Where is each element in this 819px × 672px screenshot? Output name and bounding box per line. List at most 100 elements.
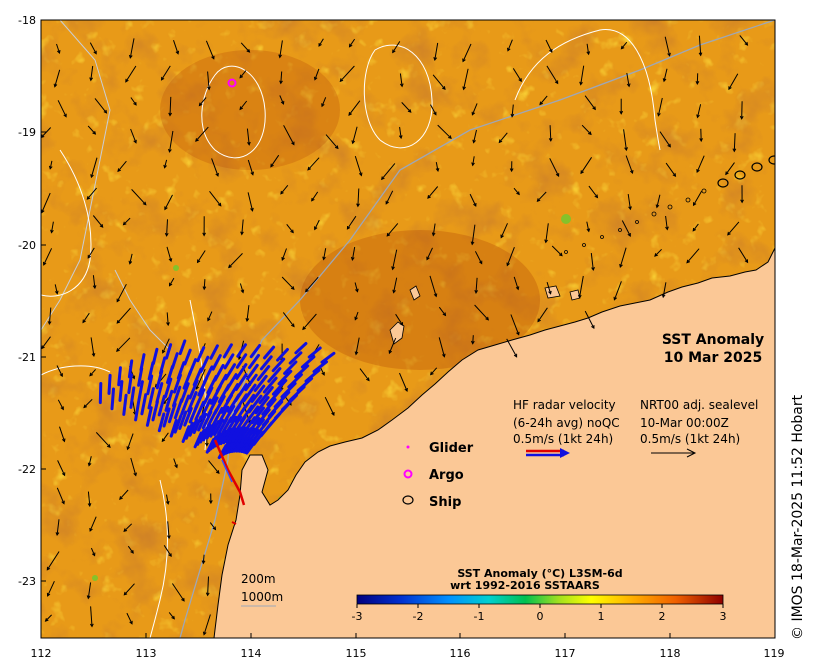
- hf-vector: [145, 406, 153, 427]
- hf-vector: [258, 386, 274, 405]
- velocity-arrow: [57, 399, 64, 410]
- latitude-axis: -18 -19 -20 -21 -22 -23: [18, 14, 46, 588]
- velocity-arrow: [346, 215, 357, 230]
- velocity-arrowhead: [407, 109, 412, 113]
- velocity-arrowhead: [654, 253, 658, 257]
- hf-vector: [277, 369, 293, 386]
- hf-vector: [176, 361, 186, 380]
- velocity-arrowhead: [427, 195, 431, 199]
- velocity-arrow: [588, 185, 598, 198]
- hf-vector: [137, 367, 144, 387]
- hf-vector: [304, 368, 321, 383]
- velocity-arrowhead: [692, 227, 697, 232]
- velocity-arrowhead: [55, 532, 60, 537]
- velocity-arrowhead: [165, 500, 170, 505]
- velocity-arrow: [352, 126, 358, 144]
- velocity-arrowhead: [202, 631, 207, 636]
- lat-tick-label: -19: [18, 126, 36, 139]
- hf-vector: [242, 383, 257, 403]
- velocity-arrowhead: [388, 350, 393, 355]
- velocity-arrow: [432, 223, 436, 236]
- velocity-arrow: [54, 69, 61, 87]
- colorbar: SST Anomaly (°C) L3SM-6d wrt 1992-2016 S…: [352, 567, 727, 623]
- velocity-arrow: [123, 523, 133, 532]
- hf-vector: [212, 406, 224, 426]
- velocity-arrowhead: [212, 526, 217, 531]
- velocity-arrowhead: [279, 80, 283, 85]
- velocity-arrowhead: [166, 322, 170, 327]
- hf-vector: [206, 396, 219, 417]
- velocity-arrowhead: [321, 371, 325, 376]
- velocity-arrow: [590, 252, 594, 271]
- hf-vector: [234, 426, 247, 443]
- hf-vector: [222, 404, 236, 424]
- velocity-arrowhead: [61, 438, 66, 443]
- velocity-arrowhead: [355, 288, 359, 293]
- velocity-arrowhead: [554, 80, 559, 85]
- hf-vector: [192, 415, 203, 434]
- colorbar-tick: 2: [659, 610, 666, 623]
- velocity-arrowhead: [548, 137, 553, 142]
- hf-vector: [288, 351, 303, 365]
- velocity-arrow: [89, 369, 96, 377]
- velocity-arrowhead: [47, 321, 52, 326]
- hf-vector: [181, 425, 191, 443]
- velocity-arrowhead: [142, 201, 147, 206]
- velocity-arrow: [354, 311, 359, 320]
- velocity-arrowhead: [672, 173, 677, 178]
- velocity-arrowhead: [280, 190, 284, 195]
- velocity-arrowhead: [506, 262, 510, 267]
- velocity-arrowhead: [163, 164, 167, 169]
- velocity-arrow: [56, 519, 60, 536]
- velocity-arrow: [613, 281, 622, 300]
- velocity-arrowhead: [168, 553, 172, 558]
- velocity-arrow: [511, 104, 514, 117]
- velocity-arrow: [586, 43, 590, 55]
- velocity-arrowhead: [87, 503, 92, 508]
- velocity-arrow: [125, 65, 137, 83]
- velocity-arrow: [57, 100, 67, 117]
- velocity-arrowhead: [129, 620, 133, 625]
- velocity-arrowhead: [168, 282, 173, 287]
- velocity-arrow: [205, 40, 215, 59]
- velocity-arrow: [116, 283, 127, 302]
- velocity-arrowhead: [727, 231, 731, 236]
- hf-vector: [202, 424, 213, 442]
- velocity-arrowhead: [399, 322, 404, 326]
- velocity-arrowhead: [291, 323, 295, 328]
- velocity-arrow: [725, 162, 735, 175]
- velocity-arrowhead: [202, 232, 206, 237]
- hf-vector: [151, 347, 159, 365]
- velocity-arrowhead: [126, 446, 131, 451]
- velocity-arrow: [87, 247, 95, 259]
- lon-tick-label: 113: [136, 647, 157, 660]
- velocity-arrow: [167, 521, 170, 539]
- velocity-arrow: [549, 125, 552, 141]
- velocity-arrowhead: [302, 326, 306, 331]
- hf-vector: [205, 421, 216, 440]
- velocity-arrowhead: [331, 411, 335, 416]
- hf-vector: [263, 345, 276, 360]
- velocity-arrowhead: [54, 290, 59, 295]
- velocity-arrow: [169, 277, 175, 286]
- velocity-arrowhead: [594, 194, 599, 199]
- velocity-arrowhead: [117, 168, 121, 173]
- hf-vector: [170, 352, 179, 370]
- velocity-arrowhead: [358, 172, 363, 177]
- velocity-arrow: [307, 157, 320, 171]
- hf-vector: [230, 415, 243, 433]
- velocity-arrow: [472, 156, 475, 166]
- velocity-arrowhead: [354, 316, 358, 321]
- velocity-arrowhead: [385, 200, 389, 205]
- velocity-arrow: [94, 98, 107, 114]
- velocity-arrow: [348, 100, 361, 116]
- velocity-arrowhead: [201, 560, 206, 565]
- velocity-arrowhead: [507, 47, 511, 52]
- velocity-arrowhead: [90, 174, 94, 179]
- hf-vector: [173, 398, 184, 420]
- hf-vector: [157, 394, 166, 417]
- colorbar-tick: -3: [352, 610, 363, 623]
- velocity-arrowhead: [43, 261, 47, 266]
- hf-vector: [320, 351, 336, 364]
- velocity-arrow: [626, 72, 630, 87]
